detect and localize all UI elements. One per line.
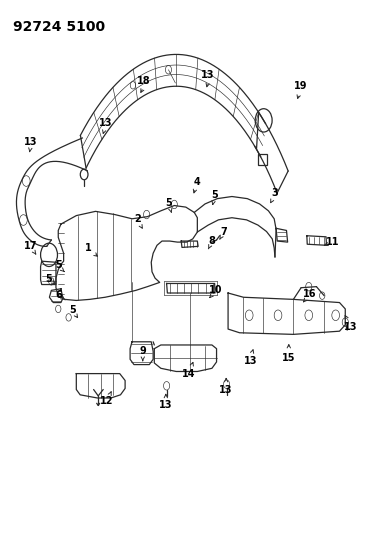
Text: 19: 19	[295, 81, 308, 91]
Text: 3: 3	[272, 188, 278, 198]
Text: 1: 1	[84, 243, 91, 253]
Text: 13: 13	[219, 384, 233, 394]
Text: 5: 5	[69, 305, 76, 315]
Text: 6: 6	[55, 290, 62, 300]
Text: 16: 16	[303, 289, 316, 299]
FancyBboxPatch shape	[258, 154, 267, 165]
Text: 14: 14	[182, 369, 196, 378]
Text: 5: 5	[55, 261, 62, 270]
Text: 5: 5	[211, 190, 218, 200]
Text: 13: 13	[99, 118, 113, 128]
Text: 9: 9	[139, 346, 146, 357]
Text: 10: 10	[209, 285, 223, 295]
Text: 13: 13	[159, 400, 173, 410]
Text: 8: 8	[209, 236, 216, 246]
Text: 5: 5	[45, 274, 51, 284]
Text: 7: 7	[220, 227, 227, 237]
Text: 12: 12	[100, 396, 114, 406]
Text: 18: 18	[137, 76, 151, 86]
Text: 2: 2	[134, 214, 141, 224]
Text: 13: 13	[243, 356, 257, 366]
Text: 17: 17	[24, 241, 37, 252]
Text: 4: 4	[193, 176, 200, 187]
Text: 11: 11	[326, 237, 339, 247]
Text: 13: 13	[24, 137, 37, 147]
Text: 5: 5	[165, 198, 172, 208]
Text: 13: 13	[201, 70, 215, 79]
Text: 92724 5100: 92724 5100	[13, 20, 105, 34]
Text: 15: 15	[282, 353, 296, 362]
Text: 13: 13	[344, 322, 357, 332]
